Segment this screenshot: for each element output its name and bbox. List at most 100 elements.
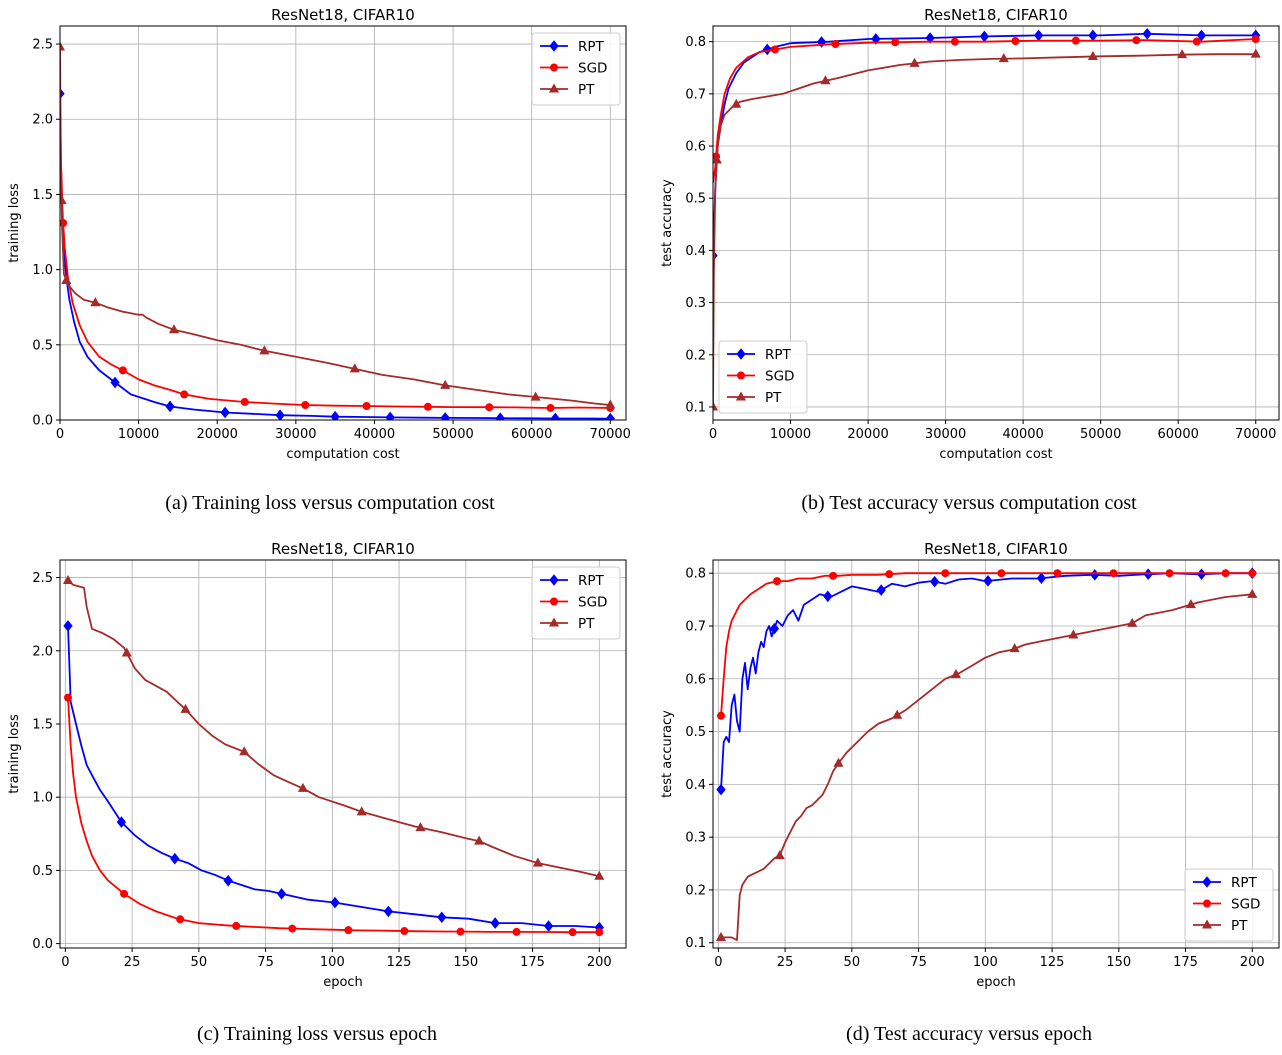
data-point-pt (1177, 49, 1188, 59)
series-line-rpt (720, 572, 1253, 790)
data-point-sgd (950, 37, 959, 46)
data-point-sgd (997, 569, 1006, 578)
data-point-rpt (716, 783, 726, 796)
data-point-sgd (1053, 569, 1062, 578)
data-point-pt (356, 806, 367, 816)
legend-label-sgd: SGD (765, 369, 794, 385)
series-line-pt (721, 593, 1253, 941)
x-tick-label: 40000 (1002, 427, 1043, 442)
legend-marker-rpt (1202, 876, 1212, 888)
y-tick-label: 0.4 (685, 244, 706, 259)
data-point-rpt (1196, 568, 1207, 580)
legend-marker-sgd (737, 371, 745, 380)
series-line-sgd (67, 697, 600, 934)
series-line-pt (67, 579, 600, 878)
y-tick-label: 1.0 (32, 791, 53, 806)
legend-label-sgd: SGD (578, 595, 607, 611)
y-tick-label: 0.3 (685, 831, 706, 846)
data-point-sgd (344, 926, 353, 935)
legend-marker-sgd (1203, 899, 1211, 908)
y-tick-label: 0.8 (685, 35, 706, 50)
data-point-rpt (276, 888, 287, 900)
x-tick-label: 50000 (1080, 427, 1121, 442)
x-tick-label: 175 (520, 955, 545, 970)
x-tick-label: 125 (387, 955, 412, 970)
y-tick-label: 2.0 (32, 113, 53, 128)
axes-frame (59, 25, 627, 421)
data-point-rpt (63, 620, 73, 632)
legend: RPT SGD PT (531, 32, 621, 106)
x-tick-label: 50 (191, 955, 208, 970)
y-tick-label: 1.5 (32, 717, 53, 732)
data-point-pt (180, 703, 191, 713)
series-line-sgd (720, 572, 1253, 716)
data-point-pt (713, 154, 722, 164)
data-point-pt (532, 857, 543, 867)
data-point-sgd (941, 569, 950, 578)
data-point-rpt (275, 409, 285, 420)
plot-area (715, 567, 1258, 941)
data-point-sgd (240, 397, 249, 406)
y-tick-label: 0.7 (685, 87, 706, 102)
x-tick-label: 0 (56, 427, 64, 442)
axes-frame (712, 25, 1280, 421)
legend-marker-rpt (736, 348, 746, 360)
data-point-sgd (595, 928, 604, 937)
legend-label-pt: PT (765, 390, 782, 406)
data-point-pt (909, 57, 920, 67)
x-tick-label: 100 (973, 955, 998, 970)
data-point-sgd (512, 927, 521, 936)
series-markers-pt (715, 588, 1258, 941)
data-point-rpt (165, 400, 175, 413)
data-point-sgd (831, 40, 840, 49)
data-point-sgd (64, 693, 73, 702)
y-tick-label: 0.1 (685, 936, 706, 951)
data-point-sgd (1132, 36, 1141, 45)
legend-label-sgd: SGD (578, 61, 607, 77)
x-tick-label: 50 (844, 955, 861, 970)
x-tick-label: 25 (777, 955, 794, 970)
axes-frame (59, 559, 627, 949)
data-point-sgd (288, 924, 297, 933)
data-point-sgd (1192, 37, 1201, 46)
legend-marker-pt (548, 83, 560, 93)
data-point-sgd (771, 45, 780, 54)
x-tick-label: 150 (1106, 955, 1131, 970)
x-tick-label: 30000 (275, 427, 316, 442)
subfigure-caption: (c) Training loss versus epoch (197, 1023, 437, 1045)
y-tick-label: 0.5 (32, 338, 53, 353)
data-point-rpt (1034, 29, 1044, 42)
data-point-sgd (60, 219, 68, 227)
x-tick-label: 10000 (118, 427, 159, 442)
x-tick-label: 60000 (511, 427, 552, 442)
series-markers-sgd (60, 219, 615, 412)
y-tick-label: 0.5 (32, 864, 53, 879)
x-tick-label: 20000 (197, 427, 238, 442)
data-point-rpt (437, 911, 447, 924)
data-point-sgd (120, 889, 129, 898)
legend-marker-pt (1201, 919, 1213, 929)
y-tick-label: 0.5 (685, 192, 706, 207)
x-tick-label: 0 (61, 955, 69, 970)
series-markers-rpt (60, 87, 615, 420)
x-tick-label: 100 (320, 955, 345, 970)
data-point-pt (60, 41, 66, 51)
data-point-rpt (1088, 29, 1098, 42)
data-point-pt (1068, 629, 1079, 639)
series-markers-rpt (716, 567, 1257, 796)
data-point-pt (731, 98, 742, 108)
legend-marker-rpt (549, 40, 559, 52)
y-tick-label: 0.1 (685, 400, 706, 415)
x-tick-label: 60000 (1158, 427, 1199, 442)
series-markers-pt (713, 48, 1261, 411)
data-point-pt (1185, 599, 1196, 609)
panel-a-training-loss-vs-computation-cost: 0 10000 20000 30000 40000 50000 60000 70000 0.0 0… (7, 6, 631, 514)
data-point-rpt (385, 411, 395, 420)
data-point-sgd (546, 403, 555, 412)
data-point-sgd (1109, 569, 1118, 578)
y-tick-label: 2.5 (32, 571, 53, 586)
data-point-rpt (929, 575, 940, 588)
x-tick-label: 75 (257, 955, 274, 970)
data-point-pt (440, 379, 451, 389)
series-markers-sgd (717, 569, 1257, 720)
